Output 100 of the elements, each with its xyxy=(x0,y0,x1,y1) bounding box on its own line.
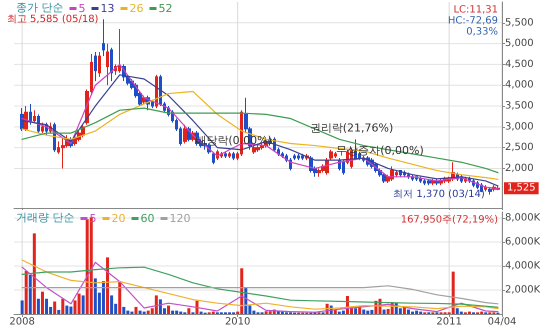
candlestick xyxy=(297,153,300,161)
bar xyxy=(138,310,142,314)
candlestick xyxy=(232,151,235,161)
bar xyxy=(406,310,410,314)
y-tick-label: 4,000K xyxy=(505,260,541,272)
candlestick xyxy=(281,151,284,159)
candlestick xyxy=(431,178,435,186)
bar xyxy=(78,294,81,314)
candlestick xyxy=(317,168,321,178)
bar xyxy=(370,310,374,314)
legend-label: 5 xyxy=(78,2,86,15)
annotation: HC:-72,69 xyxy=(448,16,498,26)
candlestick xyxy=(98,51,101,78)
annotation: 1,525 xyxy=(507,182,536,194)
bar xyxy=(57,310,60,314)
legend-title: 거래량 단순 xyxy=(16,211,74,224)
y-tick-label: 8,000K xyxy=(505,212,541,224)
bar xyxy=(122,306,126,314)
legend-label: 60 xyxy=(140,212,154,225)
bar xyxy=(154,295,158,314)
bar xyxy=(61,298,64,314)
annotation: 최저 1,370 (03/14) xyxy=(393,189,485,200)
candlestick xyxy=(33,110,36,124)
y-tick-label: 4,000 xyxy=(505,80,534,91)
bar xyxy=(106,257,110,314)
bar xyxy=(175,310,178,314)
y-tick-label: 5,000 xyxy=(505,38,534,50)
bar xyxy=(415,310,418,314)
x-tick-label: 04/04 xyxy=(488,316,516,328)
y-tick-label: 3,500 xyxy=(505,100,534,112)
line-series xyxy=(22,285,499,304)
line-series xyxy=(22,108,499,174)
bar xyxy=(167,306,170,314)
bar xyxy=(382,310,386,314)
y-tick-label: 5,500 xyxy=(505,17,534,28)
bar xyxy=(53,302,56,314)
bar xyxy=(28,275,32,314)
candlestick xyxy=(419,176,422,184)
line-series xyxy=(22,90,499,180)
candlestick xyxy=(110,47,113,82)
legend-label: 5 xyxy=(89,212,96,225)
y-tick-label: 2,000K xyxy=(505,284,541,296)
candlestick xyxy=(293,153,296,161)
x-tick-label: 2008 xyxy=(9,316,35,328)
annotation: LC:11,31 xyxy=(453,4,498,16)
candlestick xyxy=(41,122,44,134)
bar xyxy=(342,310,345,314)
bar xyxy=(69,306,72,314)
bar xyxy=(24,270,28,314)
legend-label: 52 xyxy=(158,2,172,15)
legend-label: 120 xyxy=(169,212,190,225)
candlestick xyxy=(427,178,431,186)
annotation: 0,33% xyxy=(466,26,498,38)
bar xyxy=(268,311,272,314)
bar xyxy=(126,310,130,314)
candlestick xyxy=(382,172,386,184)
bar xyxy=(118,281,122,314)
candlestick xyxy=(212,151,215,165)
y-tick-label: 6,000K xyxy=(505,236,541,248)
legend-label: 13 xyxy=(100,2,114,15)
annotation: 권리락(21,76%) xyxy=(310,121,394,134)
legend-label: 20 xyxy=(111,212,126,225)
candlestick xyxy=(183,124,187,144)
candlestick xyxy=(329,149,333,161)
candlestick xyxy=(224,151,227,159)
legend-title: 종가 단순 xyxy=(16,1,64,14)
bar xyxy=(45,298,48,314)
bar xyxy=(456,308,459,314)
bar xyxy=(94,278,97,314)
bar xyxy=(36,298,40,314)
y-tick-label: 4,500 xyxy=(505,58,534,70)
candlestick xyxy=(488,186,492,196)
candlestick xyxy=(94,51,97,82)
y-tick-label: 2,500 xyxy=(505,142,534,154)
candlestick xyxy=(439,178,443,186)
bar xyxy=(82,295,85,314)
bar xyxy=(40,292,44,314)
candlestick xyxy=(61,136,65,169)
bar xyxy=(366,310,370,314)
legend-label: 26 xyxy=(129,2,144,15)
y-tick-label: 3,000 xyxy=(505,121,534,132)
bar xyxy=(158,299,162,314)
annotation: 167,950주(72,19%) xyxy=(400,214,498,226)
candlestick xyxy=(342,160,345,176)
bar xyxy=(171,310,174,314)
bar xyxy=(110,295,114,314)
bar xyxy=(65,306,68,314)
candlestick xyxy=(102,18,105,57)
bar xyxy=(146,310,150,314)
annotation: 최고 5,585 (05/18) xyxy=(6,14,99,25)
bar xyxy=(32,233,36,314)
bar xyxy=(20,300,24,314)
bar xyxy=(264,311,268,314)
candlestick xyxy=(118,28,121,74)
bar xyxy=(354,308,358,314)
candlestick xyxy=(252,145,256,154)
x-tick-label: 2010 xyxy=(224,316,250,328)
bar xyxy=(102,281,105,314)
bar xyxy=(362,310,366,314)
bar xyxy=(196,300,198,314)
